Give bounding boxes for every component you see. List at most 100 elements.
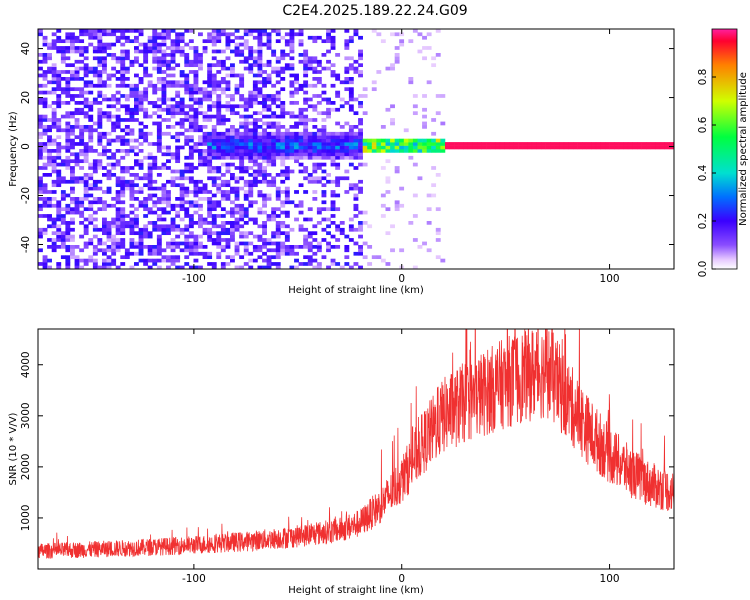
spectrogram-cell xyxy=(312,166,318,170)
spectrogram-cell xyxy=(161,80,167,85)
spectrogram-cell xyxy=(417,142,423,146)
spectrogram-cell xyxy=(403,142,409,146)
spectrogram-cell xyxy=(298,138,304,143)
spectrogram-cell xyxy=(230,155,235,160)
spectrogram-cell xyxy=(275,245,281,249)
spectrogram-cell xyxy=(83,142,89,146)
spectrogram-cell xyxy=(248,128,254,133)
spectrogram-cell xyxy=(234,73,240,78)
spectrogram-cell xyxy=(385,159,391,164)
spectrogram-cell xyxy=(275,138,281,143)
spectrogram-cell xyxy=(230,70,235,74)
spectrogram-cell xyxy=(280,107,286,112)
spectrogram-cell xyxy=(156,207,162,212)
spectrogram-cell xyxy=(344,262,350,266)
spectrogram-cell xyxy=(115,245,121,249)
spectrogram-cell xyxy=(124,169,130,174)
spectrogram-cell xyxy=(143,258,149,263)
spectrogram-cell xyxy=(79,248,85,253)
spectrogram-cell xyxy=(230,128,235,133)
spectrogram-cell xyxy=(211,217,217,222)
spectrogram-cell xyxy=(358,145,363,150)
spectrogram-cell xyxy=(262,224,267,229)
spectrogram-cell xyxy=(252,125,258,129)
spectrogram-cell xyxy=(56,77,62,81)
spectrogram-cell xyxy=(42,35,48,40)
spectrogram-cell xyxy=(156,107,162,112)
spectrogram-cell xyxy=(262,149,267,153)
spectrogram-cell xyxy=(239,231,245,236)
spectrogram-cell xyxy=(243,145,249,150)
spectrogram-cell xyxy=(56,39,62,44)
spectrogram-cell xyxy=(618,145,624,150)
spectrogram-cell xyxy=(38,183,43,188)
spectrogram-cell xyxy=(207,138,213,143)
spectrogram-cell xyxy=(88,207,94,212)
spectrogram-cell xyxy=(83,97,89,102)
spectrogram-cell xyxy=(47,104,52,109)
spectrogram-cell xyxy=(417,176,423,181)
spectrogram-cell xyxy=(330,200,336,205)
spectrogram-cell xyxy=(138,121,144,126)
spectrogram-cell xyxy=(147,186,153,191)
spectrogram-cell xyxy=(220,145,226,150)
spectrogram-cell xyxy=(175,121,181,126)
spectrogram-cell xyxy=(289,49,295,54)
spectrogram-cell xyxy=(239,176,245,181)
spectrogram-cell xyxy=(111,241,117,246)
spectrogram-cell xyxy=(330,73,336,78)
spectrogram-cell xyxy=(193,125,199,129)
spectrogram-cell xyxy=(431,118,437,122)
spectrogram-cell xyxy=(353,29,359,33)
spectrogram-cell xyxy=(358,162,363,167)
spectrogram-cell xyxy=(262,245,267,249)
spectrogram-cell xyxy=(198,53,203,57)
spectrogram-cell xyxy=(275,135,281,140)
spectrogram-cell xyxy=(102,173,107,177)
spectrogram-cell xyxy=(51,125,57,129)
spectrogram-cell xyxy=(143,73,149,78)
spectrogram-cell xyxy=(129,145,135,150)
spectrogram-cell xyxy=(298,227,304,232)
spectrogram-cell xyxy=(595,142,601,146)
spectrogram-cell xyxy=(88,186,94,191)
spectrogram-cell xyxy=(147,101,153,105)
spectrogram-cell xyxy=(307,255,313,260)
spectrogram-cell xyxy=(134,197,139,201)
spectrogram-cell xyxy=(70,234,75,239)
spectrogram-cell xyxy=(193,63,199,68)
spectrogram-cell xyxy=(38,131,43,136)
spectrogram-cell xyxy=(166,29,171,33)
spectrogram-cell xyxy=(129,63,135,68)
spectrogram-cell xyxy=(188,224,194,229)
spectrogram-cell xyxy=(88,173,94,177)
spectrogram-cell xyxy=(134,231,139,236)
spectrogram-cell xyxy=(344,176,350,181)
spectrogram-cell xyxy=(358,131,363,136)
spectrogram-cell xyxy=(170,176,176,181)
spectrogram-cell xyxy=(522,142,528,146)
spectrogram-cell xyxy=(582,142,587,146)
spectrogram-cell xyxy=(316,138,322,143)
spectrogram-cell xyxy=(211,32,217,37)
colorbar-ticks: 0.00.20.40.60.8 xyxy=(697,69,716,277)
spectrogram-cell xyxy=(79,94,85,98)
spectrogram-cell xyxy=(152,87,158,92)
spectrogram-cell xyxy=(79,77,85,81)
spectrogram-cell xyxy=(56,207,62,212)
spectrogram-cell xyxy=(70,176,75,181)
spectrogram-cell xyxy=(170,245,176,249)
spectrogram-cell xyxy=(257,224,263,229)
spectrogram-cell xyxy=(65,63,71,68)
spectrogram-cell xyxy=(262,176,267,181)
spectrogram-cell xyxy=(230,190,235,194)
spectrogram-cell xyxy=(184,186,190,191)
spectrogram-cell xyxy=(111,73,117,78)
spectrogram-cell xyxy=(216,176,222,181)
spectrogram-cell xyxy=(239,42,245,47)
spectrogram-cell xyxy=(42,56,48,61)
spectrogram-cell xyxy=(271,155,277,160)
spectrogram-cell xyxy=(280,114,286,119)
spectrogram-cell xyxy=(380,214,386,218)
spectrogram-cell xyxy=(266,107,272,112)
